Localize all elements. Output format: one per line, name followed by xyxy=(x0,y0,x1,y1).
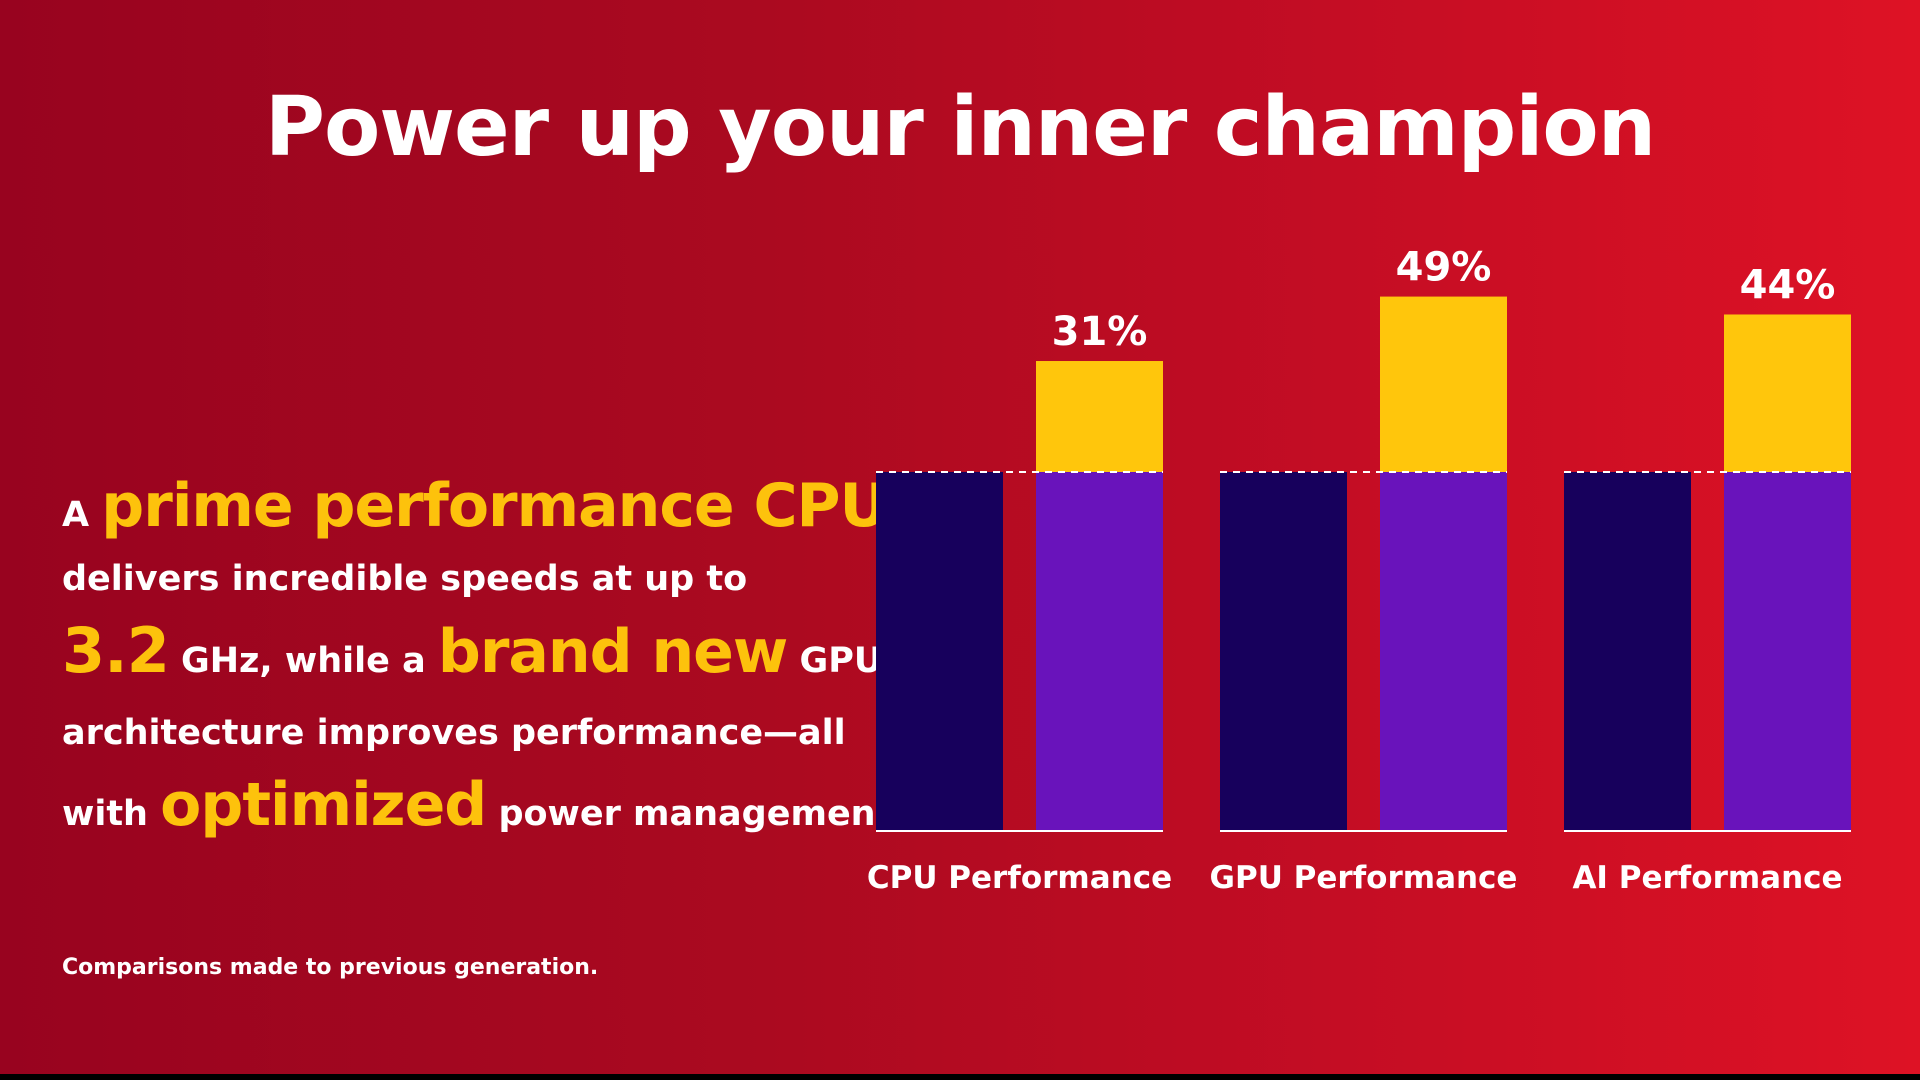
bar-ai-previous xyxy=(1564,472,1691,830)
category-label-ai: AI Performance xyxy=(1572,860,1842,896)
data-label-ai: 44% xyxy=(1740,262,1836,308)
highlight-prime-cpu: prime performance CPU xyxy=(101,471,888,541)
copy-line-1: A prime performance CPU xyxy=(62,470,888,551)
category-label-cpu: CPU Performance xyxy=(867,860,1172,896)
bar-cpu-gain xyxy=(1036,361,1163,472)
copy-line-5-end: power management. xyxy=(498,794,906,834)
bar-cpu-previous xyxy=(876,472,1003,830)
footnote: Comparisons made to previous generation. xyxy=(62,955,599,980)
bar-ai-gain xyxy=(1724,314,1851,472)
data-label-gpu: 49% xyxy=(1396,245,1492,291)
slide-title: Power up your inner champion xyxy=(264,80,1656,175)
highlight-brand-new: brand new xyxy=(437,617,788,687)
copy-line-5-lead: with xyxy=(62,794,148,834)
bottom-edge-bar xyxy=(0,1074,1920,1080)
copy-line-5: with optimized power management. xyxy=(62,769,906,850)
copy-line-3-mid: GHz, while a xyxy=(181,641,426,681)
data-label-cpu: 31% xyxy=(1052,309,1148,355)
bar-gpu-new xyxy=(1380,472,1507,830)
bar-cpu-new xyxy=(1036,472,1163,830)
copy-line-2: delivers incredible speeds at up to xyxy=(62,559,748,599)
copy-line-4: architecture improves performance—all xyxy=(62,713,846,753)
copy-line-1-lead: A xyxy=(62,495,90,535)
bar-gpu-gain xyxy=(1380,296,1507,472)
bar-ai-new xyxy=(1724,472,1851,830)
body-copy: A prime performance CPU delivers incredi… xyxy=(62,470,906,850)
highlight-optimized: optimized xyxy=(160,770,487,840)
copy-line-3: 3.2 GHz, while a brand new GPU xyxy=(62,614,882,697)
bar-gpu-previous xyxy=(1220,472,1347,830)
copy-line-3-end: GPU xyxy=(799,641,883,681)
highlight-ghz-value: 3.2 xyxy=(62,614,170,687)
category-label-gpu: GPU Performance xyxy=(1210,860,1518,896)
